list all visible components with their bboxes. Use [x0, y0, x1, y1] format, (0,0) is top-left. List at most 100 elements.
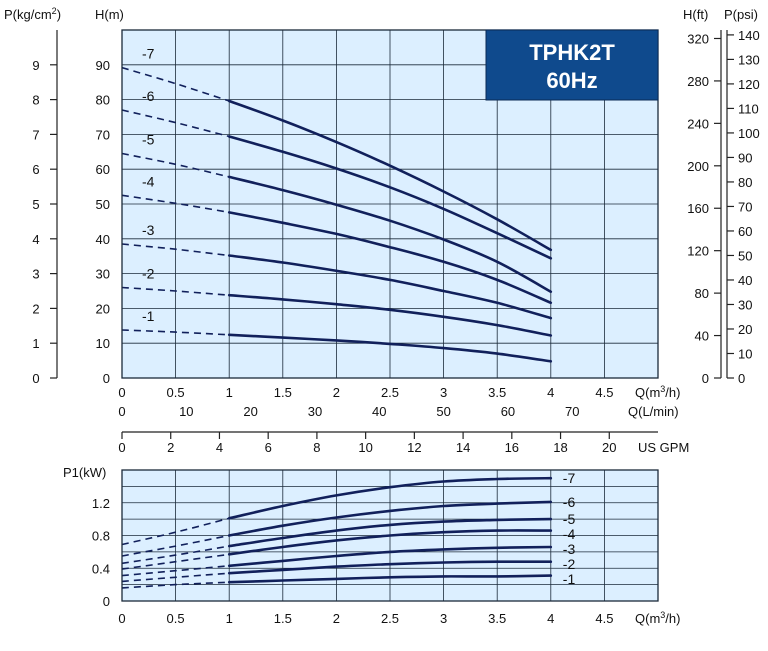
- flow-m3h-tick-label: 4.5: [595, 611, 613, 626]
- pressure-psi-tick-label: 10: [738, 346, 752, 361]
- head-tick-label: 30: [96, 267, 110, 282]
- curve--3: [227, 545, 553, 568]
- flow-m3h-axis-title-top: Q(m3/h): [635, 384, 680, 400]
- curve-label--6: -6: [142, 88, 155, 104]
- curve-label--7: -7: [142, 46, 155, 62]
- pressure-psi-tick-label: 100: [738, 126, 760, 141]
- flow-m3h-tick-label: 3: [440, 385, 447, 400]
- curve--1: [227, 333, 553, 363]
- head-ft-tick-label: 0: [702, 371, 709, 386]
- flow-m3h-tick-label: 2.5: [381, 385, 399, 400]
- curve-label--2: -2: [142, 266, 155, 282]
- flow-gpm-tick-label: 14: [456, 440, 470, 455]
- pressure-psi-tick-label: 120: [738, 77, 760, 92]
- flow-m3h-tick-label: 2: [333, 385, 340, 400]
- flow-m3h-tick-label: 1: [226, 611, 233, 626]
- flow-lpm-tick-label: 20: [243, 404, 257, 419]
- flow-gpm-tick-label: 12: [407, 440, 421, 455]
- flow-lpm-axis-title: Q(L/min): [628, 404, 679, 419]
- curve-label--3: -3: [563, 541, 576, 557]
- pressure-psi-tick-label: 60: [738, 224, 752, 239]
- flow-m3h-tick-label: 4: [547, 385, 554, 400]
- pressure-psi-tick-label: 0: [738, 371, 745, 386]
- curve-label--6: -6: [563, 494, 576, 510]
- flow-gpm-axis: 0 2 4 6 8 10 12 14 16 18 20: [118, 431, 658, 455]
- head-ft-axis-title: H(ft): [683, 7, 708, 22]
- curve-label--3: -3: [142, 222, 155, 238]
- curve--7: [227, 99, 553, 252]
- curve--6: [227, 500, 553, 537]
- head-tick-label: 0: [103, 371, 110, 386]
- pressure-psi-tick-label: 140: [738, 28, 760, 43]
- pressure-kgcm2-tick-label: 2: [32, 301, 39, 316]
- flow-m3h-tick-label: 4: [547, 611, 554, 626]
- power-tick-label: 0.8: [92, 529, 110, 544]
- curve--5: [227, 175, 553, 293]
- flow-lpm-tick-label: 60: [501, 404, 515, 419]
- head-tick-label: 20: [96, 301, 110, 316]
- curve--3: [227, 254, 553, 320]
- model-frequency: 60Hz: [546, 68, 597, 93]
- flow-lpm-tick-label: 50: [436, 404, 450, 419]
- pressure-kgcm2-tick-label: 3: [32, 267, 39, 282]
- pressure-kgcm2-tick-label: 1: [32, 336, 39, 351]
- curve--1: [227, 574, 553, 584]
- flow-m3h-axis-title-bottom: Q(m3/h): [635, 610, 680, 626]
- flow-m3h-tick-label: 0.5: [167, 385, 185, 400]
- head-tick-label: 90: [96, 58, 110, 73]
- model-badge-box: [485, 29, 659, 101]
- curve--4: [227, 211, 553, 305]
- curve-label--2: -2: [563, 556, 576, 572]
- pressure-psi-tick-label: 40: [738, 273, 752, 288]
- pressure-psi-axis: 0 10 20 30 40 50 60 70 80 90 100 110 120 130 140: [726, 28, 760, 386]
- curve--2: [227, 293, 553, 337]
- pressure-kgcm2-axis-title: P(kg/cm2): [4, 6, 61, 22]
- pressure-kgcm2-tick-label: 5: [32, 197, 39, 212]
- head-ft-tick-label: 40: [695, 329, 709, 344]
- pressure-psi-tick-label: 70: [738, 199, 752, 214]
- pressure-psi-tick-label: 20: [738, 322, 752, 337]
- flow-gpm-axis-title: US GPM: [638, 440, 689, 455]
- flow-m3h-tick-label: 3: [440, 611, 447, 626]
- flow-gpm-tick-label: 10: [358, 440, 372, 455]
- flow-gpm-tick-label: 0: [118, 440, 125, 455]
- flow-lpm-axis: 0 10 20 30 40 50 60 70: [118, 404, 579, 419]
- power-curve-labels: -1-2-3-4-5-6 -7: [563, 470, 576, 587]
- curve--2-extrapolated: [121, 286, 230, 296]
- curve--4-extrapolated: [121, 553, 230, 570]
- head-curves: [121, 66, 553, 363]
- head-tick-label: 80: [96, 93, 110, 108]
- head-ft-tick-label: 200: [687, 159, 709, 174]
- curve--1-extrapolated: [121, 329, 230, 336]
- pressure-psi-tick-label: 110: [738, 101, 759, 116]
- flow-m3h-tick-label: 2: [333, 611, 340, 626]
- head-tick-label: 60: [96, 162, 110, 177]
- flow-m3h-axis-bottom: 0 0.5 1 1.5 2 2.5 3 3.5 4 4.5: [118, 611, 613, 626]
- head-tick-label: 10: [96, 336, 110, 351]
- pressure-psi-axis-title: P(psi): [724, 7, 758, 22]
- model-badge: TPHK2T 60Hz: [485, 29, 659, 101]
- pressure-kgcm2-tick-label: 4: [32, 232, 39, 247]
- curve--6-extrapolated: [121, 109, 230, 138]
- flow-m3h-tick-label: 3.5: [488, 385, 506, 400]
- pressure-psi-tick-label: 30: [738, 297, 752, 312]
- flow-gpm-tick-label: 4: [216, 440, 223, 455]
- curve--5: [227, 517, 553, 548]
- head-ft-tick-label: 320: [687, 31, 709, 46]
- curve-label--1: -1: [563, 571, 576, 587]
- curve--2: [227, 560, 553, 575]
- curve--7-extrapolated: [121, 517, 230, 546]
- flow-gpm-tick-label: 18: [553, 440, 567, 455]
- curve-label--1: -1: [142, 308, 155, 324]
- pressure-psi-tick-label: 80: [738, 175, 752, 190]
- flow-m3h-tick-label: 4.5: [595, 385, 613, 400]
- flow-lpm-tick-label: 30: [308, 404, 322, 419]
- flow-m3h-tick-label: 0: [118, 611, 125, 626]
- flow-gpm-tick-label: 6: [265, 440, 272, 455]
- pressure-kgcm2-tick-label: 8: [32, 93, 39, 108]
- curve-label--7: -7: [563, 470, 576, 486]
- curve--7: [227, 476, 553, 520]
- flow-gpm-tick-label: 16: [505, 440, 519, 455]
- flow-lpm-tick-label: 40: [372, 404, 386, 419]
- head-ft-tick-label: 240: [687, 116, 709, 131]
